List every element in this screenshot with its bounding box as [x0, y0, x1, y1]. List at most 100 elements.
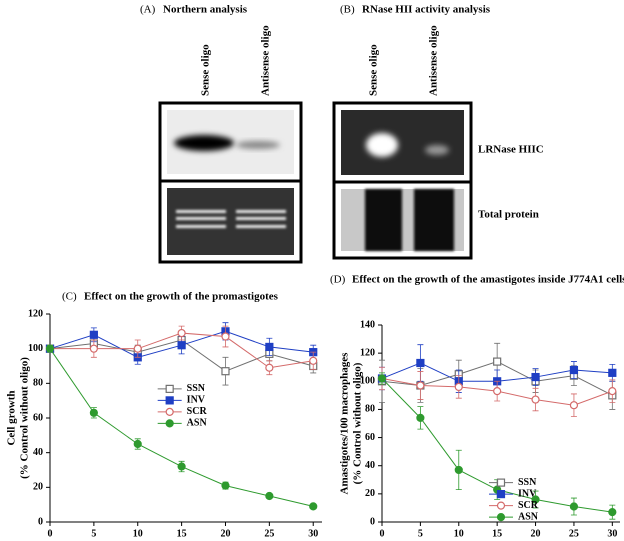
- y-tick-label: 40: [33, 447, 43, 458]
- panel-label: (A): [140, 4, 156, 16]
- marker: [265, 363, 274, 372]
- y-tick-label: 140: [360, 319, 375, 330]
- x-tick-label: 25: [569, 528, 579, 539]
- x-tick-label: 30: [607, 528, 617, 539]
- series-line: [49, 348, 314, 507]
- chart-title: Effect on the growth of the promastigote…: [84, 291, 279, 303]
- x-tick-label: 10: [133, 528, 143, 539]
- legend-marker: [496, 501, 506, 510]
- legend-label: INV: [187, 395, 206, 406]
- legend-label: INV: [518, 488, 537, 499]
- marker: [45, 344, 55, 353]
- marker: [493, 387, 502, 396]
- marker: [416, 413, 425, 422]
- y-axis-label: Cell growth: [6, 390, 18, 445]
- marker: [221, 367, 230, 376]
- lane-label: Sense oligo: [200, 44, 212, 96]
- panel-label: (C): [62, 291, 77, 303]
- y-tick-label: 120: [28, 308, 43, 319]
- panel-label: (D): [330, 274, 346, 286]
- marker: [608, 508, 617, 517]
- marker: [416, 381, 425, 390]
- legend-label: ASN: [518, 511, 539, 522]
- legend-marker: [165, 419, 174, 428]
- marker: [569, 502, 579, 511]
- marker: [569, 365, 579, 375]
- marker: [531, 395, 540, 404]
- x-tick-label: 0: [380, 528, 385, 539]
- x-tick-label: 15: [177, 528, 187, 539]
- y-tick-label: 100: [360, 376, 375, 387]
- chart-title: Effect on the growth of the amastigotes …: [352, 274, 624, 286]
- y-tick-label: 80: [365, 404, 375, 415]
- y-tick-label: 0: [370, 516, 375, 527]
- x-tick-label: 10: [454, 528, 464, 539]
- legend-label: SCR: [518, 500, 539, 511]
- panel-title: Northern analysis: [163, 4, 248, 16]
- marker: [309, 356, 318, 365]
- x-tick-label: 15: [492, 528, 502, 539]
- marker: [89, 408, 98, 417]
- y-tick-label: 80: [33, 378, 43, 389]
- legend-label: SSN: [187, 383, 206, 394]
- y-tick-label: 100: [28, 343, 43, 354]
- x-tick-label: 5: [91, 528, 96, 539]
- lane-label: Antisense oligo: [260, 25, 272, 96]
- marker: [89, 330, 98, 339]
- gel-rnase: [332, 101, 473, 260]
- y-axis-label: (% Control without oligo): [352, 362, 364, 484]
- marker: [89, 344, 98, 353]
- marker: [377, 374, 387, 383]
- marker: [133, 344, 142, 353]
- x-tick-label: 20: [220, 528, 230, 539]
- marker: [221, 332, 230, 341]
- y-tick-label: 120: [360, 347, 375, 358]
- panel-title: RNase HII activity analysis: [362, 4, 491, 16]
- y-axis-label: (% Control without oligo): [19, 357, 31, 479]
- marker: [531, 495, 540, 504]
- x-tick-label: 0: [48, 528, 53, 539]
- gel-northern: [158, 101, 303, 264]
- y-tick-label: 20: [365, 488, 375, 499]
- y-tick-label: 60: [33, 412, 43, 423]
- marker: [608, 368, 617, 377]
- marker: [177, 341, 186, 350]
- legend-marker: [496, 490, 506, 499]
- marker: [493, 357, 502, 366]
- x-tick-label: 30: [308, 528, 318, 539]
- lane-label: Sense oligo: [368, 44, 380, 96]
- lane-label: Antisense oligo: [428, 25, 440, 96]
- legend-label: ASN: [187, 418, 208, 429]
- x-tick-label: 5: [418, 528, 423, 539]
- legend-label: SCR: [187, 406, 208, 417]
- row-label: LRNase HIIC: [478, 144, 544, 156]
- y-tick-label: 40: [365, 460, 375, 471]
- legend-label: SSN: [518, 477, 537, 488]
- y-tick-label: 20: [33, 482, 43, 493]
- marker: [265, 342, 274, 352]
- series: [47, 344, 317, 509]
- marker: [177, 462, 186, 471]
- marker: [265, 491, 274, 501]
- marker: [608, 387, 617, 396]
- marker: [221, 481, 230, 490]
- marker: [133, 439, 142, 449]
- marker: [416, 358, 425, 368]
- marker: [569, 401, 579, 410]
- legend-marker: [165, 396, 174, 405]
- panel-label: (B): [340, 4, 355, 16]
- marker: [454, 382, 463, 392]
- legend-marker: [496, 512, 506, 522]
- marker: [531, 372, 540, 382]
- legend-marker: [165, 407, 174, 416]
- legend-marker: [496, 478, 506, 487]
- y-tick-label: 0: [38, 516, 43, 527]
- marker: [177, 328, 186, 338]
- y-axis-label: Amastigotes/100 macrophages: [339, 352, 351, 495]
- x-tick-label: 25: [264, 528, 274, 539]
- row-label: Total protein: [478, 209, 539, 221]
- marker: [454, 465, 463, 475]
- x-tick-label: 20: [531, 528, 541, 539]
- marker: [309, 502, 318, 511]
